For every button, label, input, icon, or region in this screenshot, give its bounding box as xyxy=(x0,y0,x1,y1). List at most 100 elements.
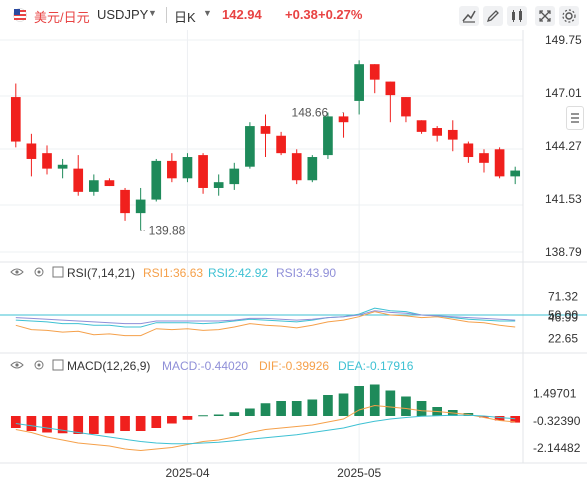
macd-bar xyxy=(26,416,37,431)
candle-body xyxy=(369,64,380,80)
candle-body xyxy=(291,153,302,181)
candle-body xyxy=(494,149,505,177)
chevron-down-icon[interactable]: ▼ xyxy=(148,8,157,18)
macd-bar xyxy=(10,416,21,428)
side-menu-button[interactable] xyxy=(566,106,584,130)
macd-gear-icon[interactable] xyxy=(34,360,44,370)
divider xyxy=(166,7,167,23)
macd-bar xyxy=(198,415,208,417)
price-tick-label: 141.53 xyxy=(545,192,582,206)
macd-tick-label: -0.32390 xyxy=(533,414,581,428)
macd-axis: 1.49701 -0.32390 -2.14482 xyxy=(533,387,581,456)
pair-name[interactable]: 美元/日元 xyxy=(34,10,90,25)
candle-body xyxy=(151,160,162,200)
dif-label: DIF:-0.39926 xyxy=(259,359,329,373)
macd-bar xyxy=(416,401,427,416)
rsi-line-1 xyxy=(15,311,516,337)
price-change-pct: +0.27% xyxy=(318,7,363,22)
price-axis: 149.75 147.01 144.27 141.53 138.79 xyxy=(545,33,582,259)
candle-body xyxy=(198,155,208,188)
candle-body xyxy=(432,128,443,136)
date-tick-label: 2025-05 xyxy=(337,466,381,480)
rsi-legend: RSI(7,14,21) RSI1:36.63 RSI2:42.92 RSI3:… xyxy=(10,266,336,280)
candle-body xyxy=(447,129,458,140)
macd-bar xyxy=(213,414,224,416)
macd-bar xyxy=(494,416,505,421)
rsi-tick-label: 71.32 xyxy=(548,290,578,304)
macd-bar xyxy=(510,416,521,423)
candle-body xyxy=(245,126,255,167)
candle-body xyxy=(120,189,130,214)
candle-body xyxy=(354,64,364,101)
macd-bar xyxy=(88,416,99,434)
period-selector[interactable]: 日K xyxy=(174,10,196,25)
grid-lines xyxy=(0,30,587,464)
candle-body xyxy=(167,160,177,179)
fullscreen-button[interactable] xyxy=(535,6,555,26)
macd-bar xyxy=(369,384,380,416)
dif-line xyxy=(15,404,516,452)
eye-icon[interactable] xyxy=(10,268,24,276)
fullscreen-icon xyxy=(539,10,551,22)
macd-legend: MACD(12,26,9) MACD:-0.44020 DIF:-0.39926… xyxy=(10,359,414,373)
rsi3-label: RSI3:43.90 xyxy=(276,266,336,280)
draw-button[interactable] xyxy=(483,6,503,26)
macd-bar xyxy=(479,416,489,418)
candle-body xyxy=(510,170,521,177)
candle-body xyxy=(104,180,115,187)
compare-icon xyxy=(512,9,522,22)
candle-body xyxy=(479,153,489,163)
date-tick-label: 2025-04 xyxy=(165,466,209,480)
macd-bar xyxy=(73,416,84,434)
macd-eye-icon[interactable] xyxy=(10,361,24,369)
flag-icon xyxy=(13,8,27,22)
period-chevron-icon[interactable]: ▼ xyxy=(203,8,212,18)
macd-bar xyxy=(401,396,411,416)
chart-style-button[interactable] xyxy=(459,6,479,26)
macd-bar xyxy=(167,416,177,424)
candle-body xyxy=(10,97,21,142)
macd-value-label: MACD:-0.44020 xyxy=(162,359,248,373)
candle-body xyxy=(88,180,99,192)
macd-bar xyxy=(229,412,240,416)
rsi2-label: RSI2:42.92 xyxy=(208,266,268,280)
gear-icon[interactable] xyxy=(34,267,44,277)
candle-body xyxy=(338,116,349,123)
candle-body xyxy=(57,164,68,169)
rsi-line-3 xyxy=(15,310,516,325)
candle-body xyxy=(276,135,286,154)
settings-button[interactable] xyxy=(559,6,579,26)
symbol[interactable]: USDJPY xyxy=(97,7,149,22)
rsi-title: RSI(7,14,21) xyxy=(67,266,135,280)
macd-tick-label: 1.49701 xyxy=(533,387,577,401)
last-price: 142.94 xyxy=(222,7,262,22)
price-tick-label: 144.27 xyxy=(545,139,582,153)
chart-style-icon xyxy=(462,10,476,23)
dea-line xyxy=(15,414,516,445)
rsi-series xyxy=(0,307,587,337)
macd-bar xyxy=(291,401,302,416)
macd-bar xyxy=(104,416,115,434)
checkbox-icon[interactable] xyxy=(52,266,64,278)
rsi1-label: RSI1:36.63 xyxy=(143,266,203,280)
candle-body xyxy=(229,168,240,185)
chart-header: 美元/日元 USDJPY ▼ 日K ▼ 142.94 +0.38 +0.27% xyxy=(0,0,587,30)
extreme-price-label: 139.88 xyxy=(149,224,186,238)
macd-bar xyxy=(276,401,286,416)
macd-bar xyxy=(245,408,255,416)
macd-bar xyxy=(57,416,68,434)
macd-checkbox-icon[interactable] xyxy=(52,359,64,371)
macd-bar xyxy=(260,403,271,416)
candle-body xyxy=(73,168,84,192)
settings-icon xyxy=(562,9,576,23)
macd-bar xyxy=(338,393,349,416)
macd-bar xyxy=(323,395,333,416)
candle-body xyxy=(42,153,52,169)
macd-title: MACD(12,26,9) xyxy=(67,359,150,373)
candle-body xyxy=(260,126,271,134)
compare-button[interactable] xyxy=(507,6,527,26)
candle-body xyxy=(307,157,318,181)
macd-bar xyxy=(151,416,162,428)
